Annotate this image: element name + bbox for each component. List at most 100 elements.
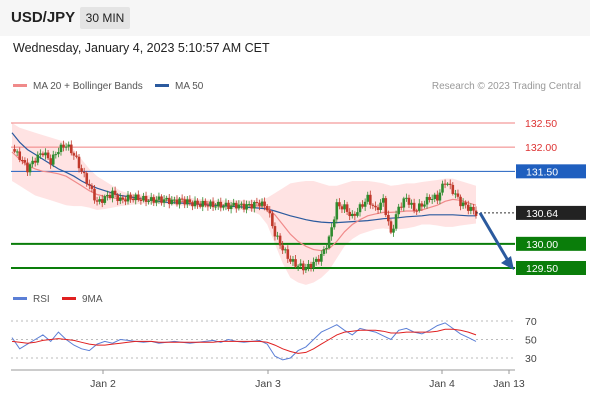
candle-body bbox=[322, 249, 326, 254]
candle-body bbox=[309, 263, 313, 269]
candle-body bbox=[330, 227, 333, 237]
candle-body bbox=[219, 201, 223, 208]
candle-body bbox=[265, 205, 269, 211]
candle-body bbox=[299, 263, 303, 266]
candle-body bbox=[271, 213, 274, 227]
candle-body bbox=[389, 221, 393, 233]
candle-body bbox=[80, 168, 83, 172]
candle-body bbox=[121, 197, 125, 200]
candle-body bbox=[116, 194, 119, 202]
candle-body bbox=[185, 199, 189, 205]
candle-body bbox=[281, 245, 284, 251]
candle-body bbox=[85, 173, 89, 184]
candle-body bbox=[88, 183, 91, 186]
candle-body bbox=[417, 203, 421, 211]
candle-body bbox=[193, 200, 197, 207]
candle-body bbox=[69, 144, 73, 154]
candle-body bbox=[90, 185, 94, 189]
candle-body bbox=[407, 197, 411, 205]
datetime-label: Wednesday, January 4, 2023 5:10:57 AM CE… bbox=[13, 41, 270, 55]
candle-body bbox=[126, 194, 130, 202]
candle-body bbox=[345, 204, 349, 212]
candle-body bbox=[374, 205, 377, 208]
candle-body bbox=[144, 196, 148, 202]
candle-body bbox=[72, 153, 76, 156]
candle-body bbox=[363, 201, 367, 207]
candle-body bbox=[57, 152, 60, 155]
candle-body bbox=[204, 200, 207, 206]
candle-body bbox=[314, 258, 318, 262]
candle-body bbox=[438, 192, 442, 201]
candle-body bbox=[41, 153, 45, 156]
level-tag-131.50 bbox=[516, 164, 586, 179]
candle-body bbox=[165, 197, 168, 200]
candle-body bbox=[46, 152, 50, 159]
candle-body bbox=[237, 204, 241, 209]
candle-body bbox=[255, 202, 259, 204]
candle-body bbox=[77, 156, 81, 169]
candle-body bbox=[229, 205, 233, 210]
candle-body bbox=[214, 206, 217, 208]
candle-body bbox=[325, 247, 328, 250]
candle-body bbox=[294, 259, 297, 267]
candle-body bbox=[340, 206, 344, 210]
candle-body bbox=[312, 261, 315, 269]
credit-label: Research © 2023 Trading Central bbox=[432, 81, 581, 92]
current-price-label: 130.64 bbox=[526, 208, 558, 220]
candle-body bbox=[98, 199, 101, 202]
candle-body bbox=[62, 144, 65, 148]
candle-body bbox=[415, 210, 419, 212]
candle-body bbox=[338, 202, 341, 207]
candle-body bbox=[106, 194, 109, 197]
candle-body bbox=[157, 196, 161, 200]
candle-body bbox=[353, 213, 357, 216]
candle-body bbox=[283, 249, 287, 251]
candle-body bbox=[28, 164, 32, 173]
candle-body bbox=[103, 196, 107, 203]
candle-body bbox=[332, 219, 336, 228]
candle-body bbox=[95, 200, 99, 202]
candle-body bbox=[31, 160, 34, 165]
candle-body bbox=[289, 258, 292, 262]
candle-body bbox=[124, 199, 127, 202]
forecast-arrow bbox=[478, 212, 512, 265]
candle-body bbox=[21, 159, 24, 161]
candle-body bbox=[260, 201, 264, 206]
candle-body bbox=[191, 202, 194, 207]
candle-body bbox=[320, 253, 323, 262]
candle-body bbox=[137, 194, 140, 200]
timeframe-button[interactable]: 30 MIN bbox=[80, 7, 130, 29]
rsi-layer: 70 50 30 bbox=[11, 316, 537, 365]
candle-body bbox=[188, 199, 192, 203]
candle-body bbox=[376, 207, 380, 210]
current-price-tag bbox=[516, 205, 586, 220]
candle-body bbox=[258, 202, 261, 206]
candle-body bbox=[49, 158, 52, 165]
level-label-129.50: 129.50 bbox=[526, 263, 558, 275]
candle-body bbox=[263, 201, 266, 206]
candle-body bbox=[134, 194, 138, 201]
candle-body bbox=[206, 205, 210, 207]
candle-body bbox=[139, 199, 143, 201]
candle-body bbox=[59, 144, 63, 153]
candle-body bbox=[343, 204, 346, 210]
candle-body bbox=[36, 154, 40, 163]
candle-body bbox=[446, 183, 449, 185]
price-layer: 132.50 132.00 131.50 130.00 129.50 130.64 bbox=[11, 118, 586, 285]
candle-body bbox=[234, 202, 238, 209]
rsi-tick-label: 50 bbox=[525, 335, 537, 347]
candle-body bbox=[402, 198, 406, 208]
candle-body bbox=[82, 171, 86, 174]
candle-body bbox=[253, 202, 256, 209]
ma20-legend-swatch bbox=[13, 84, 27, 87]
candle-body bbox=[75, 155, 78, 157]
candle-body bbox=[160, 196, 163, 203]
candle-body bbox=[301, 263, 305, 271]
x-tick-label: Jan 13 bbox=[493, 378, 525, 390]
candle-body bbox=[379, 202, 382, 210]
candle-body bbox=[33, 160, 37, 163]
candle-body bbox=[456, 193, 460, 197]
candle-body bbox=[118, 197, 122, 202]
candle-body bbox=[129, 194, 132, 199]
candle-body bbox=[405, 197, 408, 199]
